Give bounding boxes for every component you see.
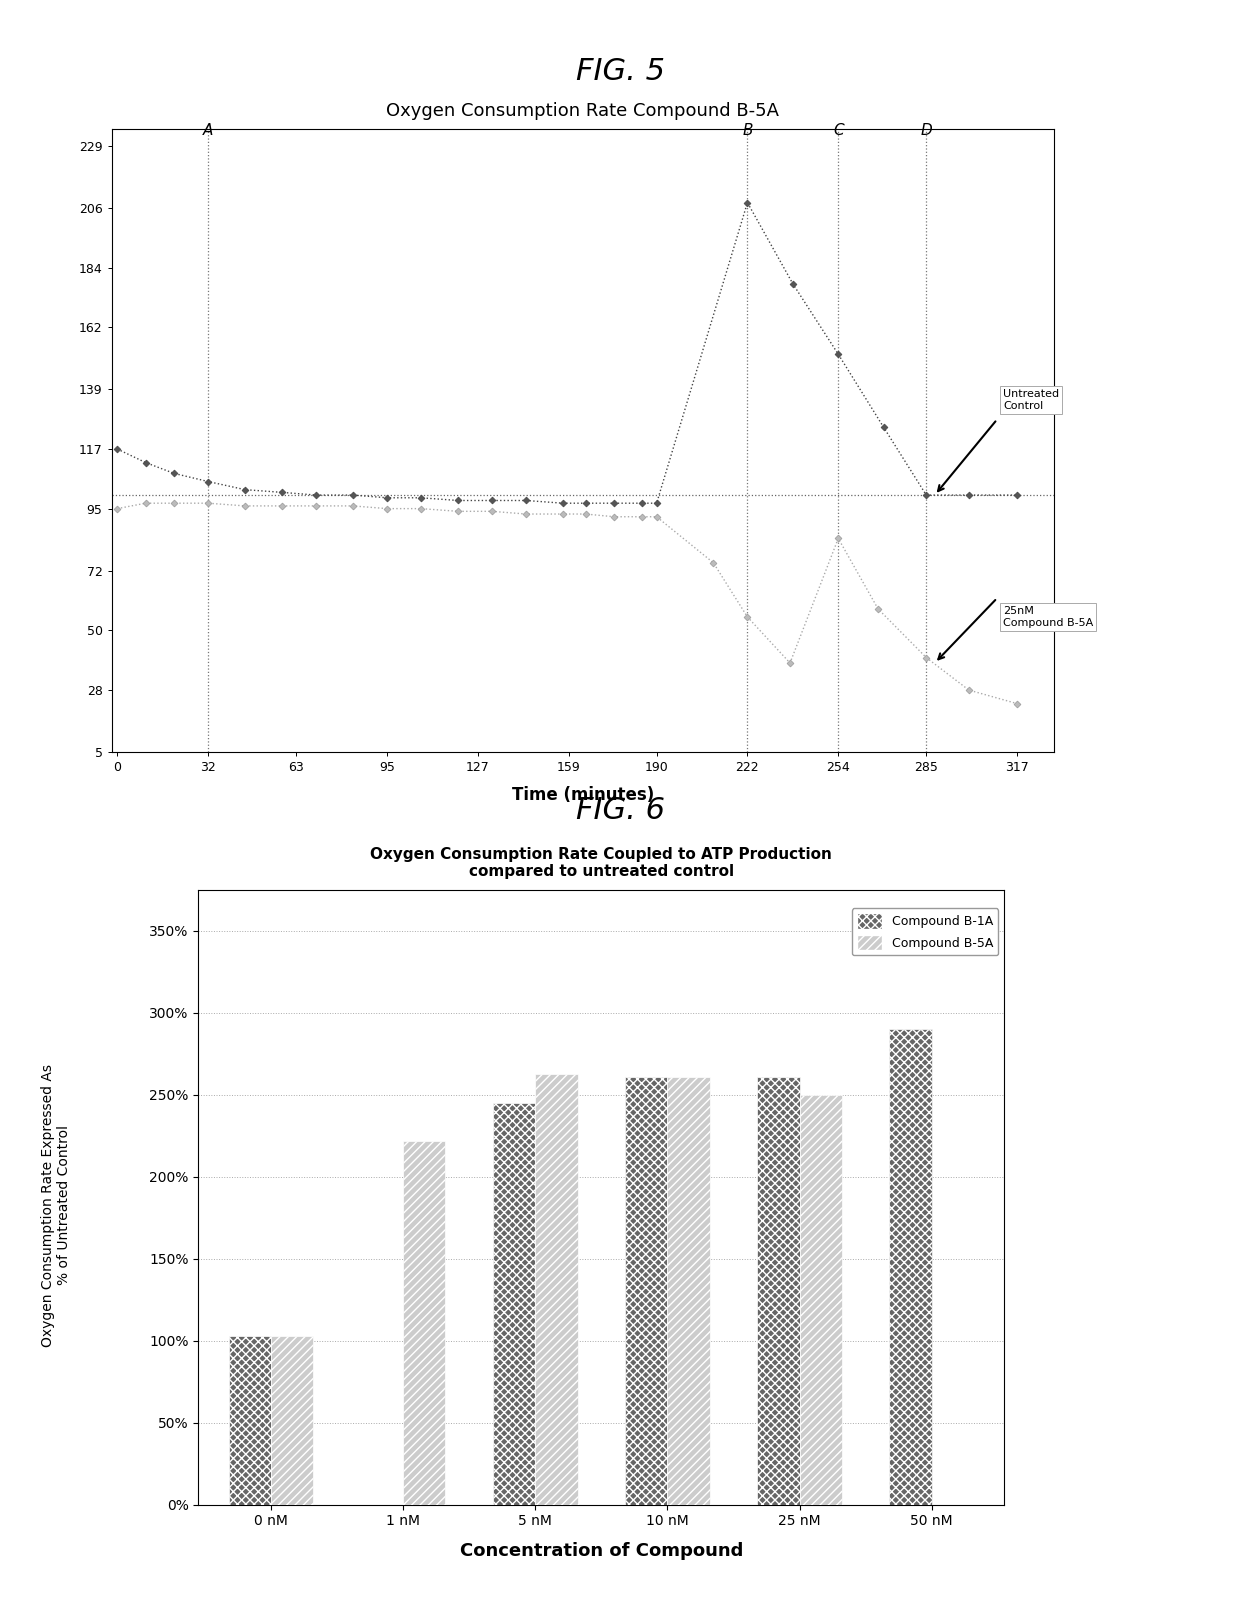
Title: Oxygen Consumption Rate Coupled to ATP Production
compared to untreated control: Oxygen Consumption Rate Coupled to ATP P… <box>371 846 832 879</box>
Title: Oxygen Consumption Rate Compound B-5A: Oxygen Consumption Rate Compound B-5A <box>387 102 779 120</box>
Bar <box>272 1336 314 1505</box>
Text: C: C <box>833 123 843 138</box>
Bar <box>625 1078 667 1505</box>
Bar <box>667 1078 709 1505</box>
Text: D: D <box>920 123 932 138</box>
Text: Oxygen Consumption Rate Expressed As
% of Untreated Control: Oxygen Consumption Rate Expressed As % o… <box>41 1065 71 1346</box>
Bar <box>889 1029 931 1505</box>
Text: FIG. 6: FIG. 6 <box>575 796 665 825</box>
Bar <box>758 1078 800 1505</box>
Text: FIG. 5: FIG. 5 <box>575 57 665 86</box>
Text: 25nM
Compound B-5A: 25nM Compound B-5A <box>1003 607 1094 628</box>
Bar <box>403 1141 445 1505</box>
X-axis label: Concentration of Compound: Concentration of Compound <box>460 1542 743 1560</box>
Text: B: B <box>743 123 753 138</box>
Legend: Compound B-1A, Compound B-5A: Compound B-1A, Compound B-5A <box>852 908 998 955</box>
X-axis label: Time (minutes): Time (minutes) <box>512 785 653 804</box>
Text: Untreated
Control: Untreated Control <box>1003 390 1059 411</box>
Bar <box>536 1073 578 1505</box>
Text: A: A <box>203 123 213 138</box>
Bar <box>229 1336 272 1505</box>
Bar <box>494 1103 536 1505</box>
Bar <box>800 1095 842 1505</box>
